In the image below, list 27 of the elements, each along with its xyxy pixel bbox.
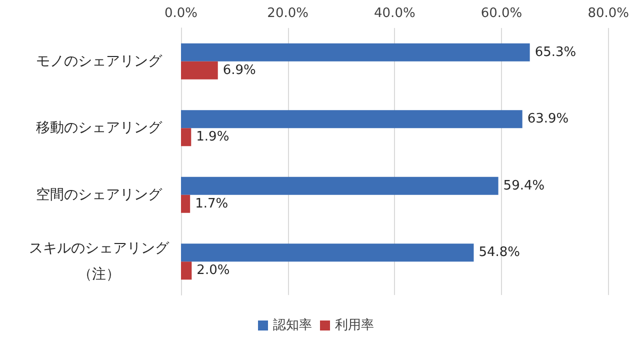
y-tick-label: スキルのシェアリング（注） xyxy=(29,240,170,283)
data-label: 6.9% xyxy=(222,62,256,78)
x-tick-label: 80.0% xyxy=(588,6,630,21)
data-label: 65.3% xyxy=(534,44,576,60)
x-tick-label: 40.0% xyxy=(374,6,416,21)
legend-label: 利用率 xyxy=(335,317,374,333)
data-label: 54.8% xyxy=(478,245,520,260)
bar xyxy=(181,176,498,195)
bar xyxy=(181,244,474,262)
data-label: 1.7% xyxy=(195,196,228,212)
bar xyxy=(181,61,218,80)
y-tick-label: 空間のシェアリング xyxy=(36,186,163,203)
bar xyxy=(181,194,190,213)
bar xyxy=(181,43,530,62)
data-label: 63.9% xyxy=(527,112,569,127)
y-tick-label: 移動のシェアリング xyxy=(36,120,163,136)
bar xyxy=(181,128,192,146)
y-tick-label: モノのシェアリング xyxy=(36,53,163,70)
data-label: 1.9% xyxy=(196,130,230,145)
data-label: 59.4% xyxy=(503,178,545,194)
data-label: 2.0% xyxy=(196,263,230,278)
x-tick-label: 60.0% xyxy=(480,6,522,21)
x-tick-label: 20.0% xyxy=(267,6,308,21)
bar xyxy=(181,110,522,128)
x-tick-label: 0.0% xyxy=(164,6,198,21)
bar xyxy=(181,262,192,280)
legend-label: 認知率 xyxy=(273,317,312,333)
